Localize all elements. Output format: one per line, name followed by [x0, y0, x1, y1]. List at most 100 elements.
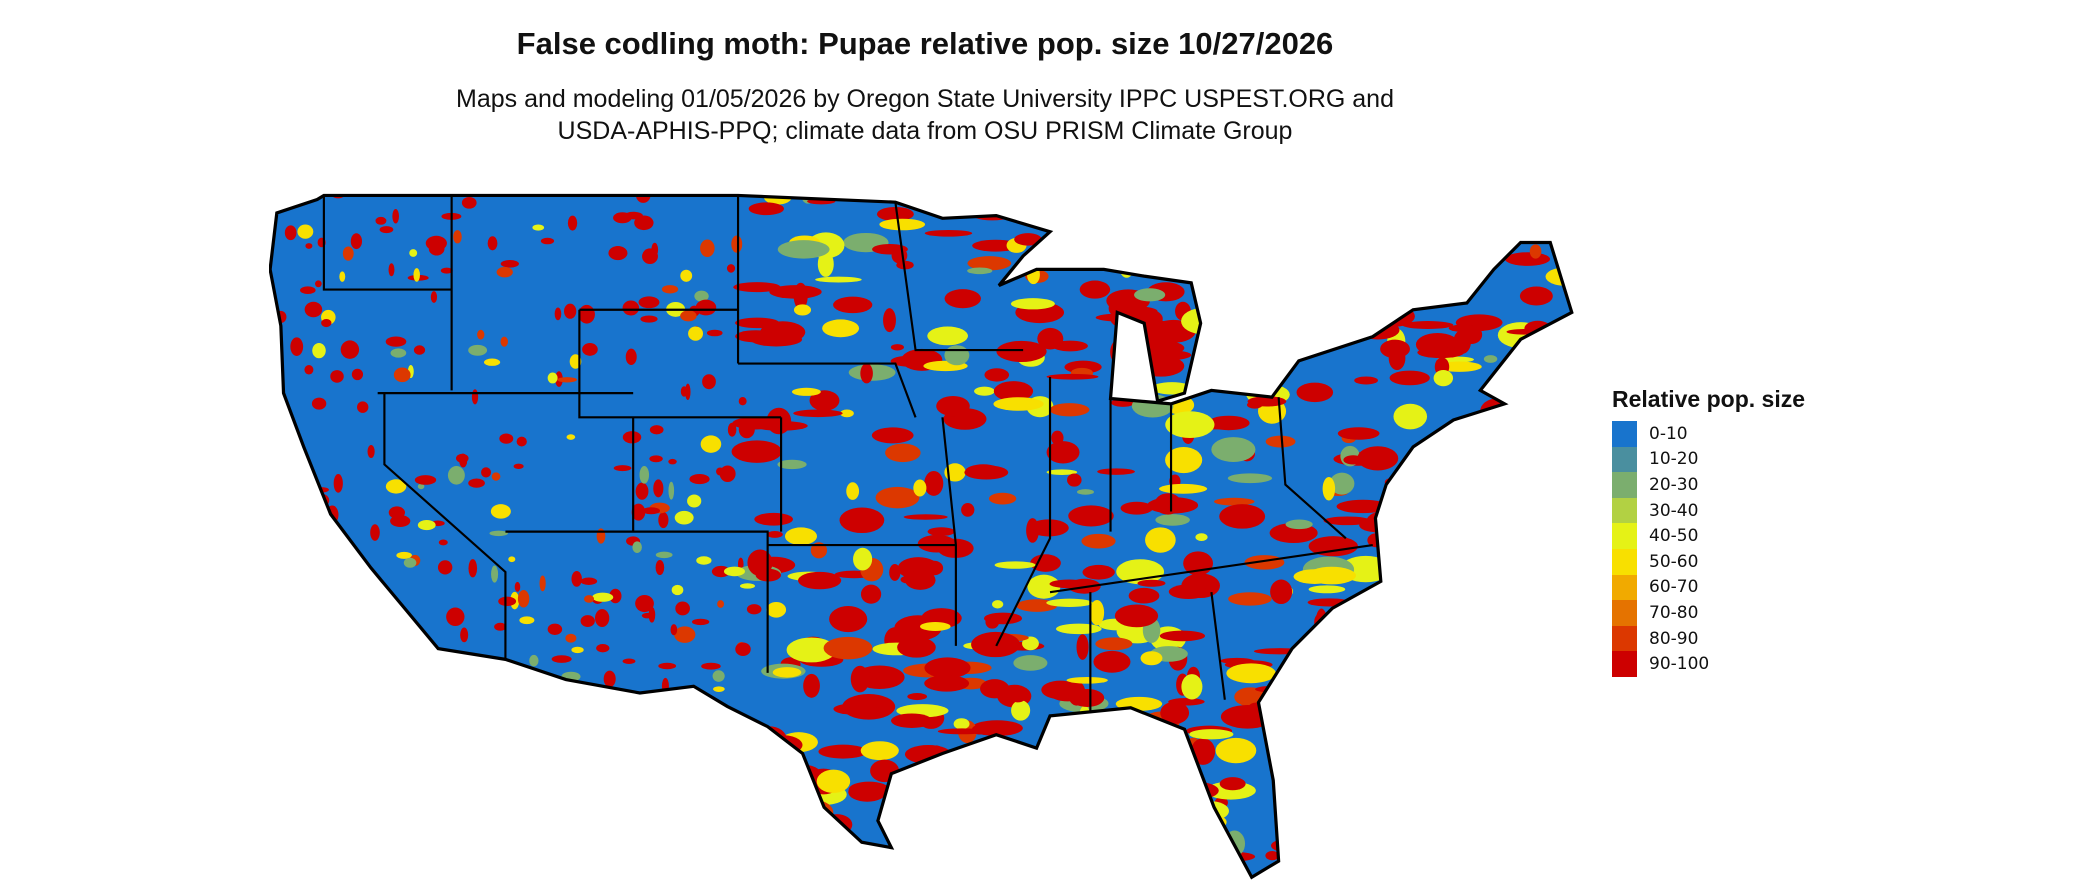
raster-patch [911, 187, 953, 193]
raster-patch [631, 503, 646, 521]
raster-patch [746, 604, 762, 615]
raster-patch [1013, 655, 1048, 671]
raster-patch [1127, 758, 1174, 765]
raster-patch [1233, 219, 1246, 232]
raster-patch [344, 820, 363, 839]
raster-patch [438, 848, 448, 866]
raster-patch [636, 871, 646, 878]
raster-patch [810, 542, 828, 559]
raster-patch [595, 609, 610, 628]
raster-patch [1333, 641, 1354, 651]
raster-patch [984, 368, 1010, 382]
raster-patch [1304, 689, 1324, 716]
raster-patch [1168, 584, 1208, 600]
raster-patch [759, 757, 800, 771]
raster-patch [983, 612, 1023, 625]
raster-patch [491, 565, 499, 583]
raster-patch [432, 790, 451, 807]
raster-patch [1537, 832, 1572, 848]
raster-patch [592, 592, 614, 602]
raster-patch [754, 512, 793, 526]
raster-patch [950, 862, 1000, 878]
raster-patch [1128, 587, 1160, 604]
raster-patch [890, 344, 904, 351]
raster-patch [685, 383, 691, 401]
raster-patch [1041, 680, 1080, 700]
raster-patch [1114, 604, 1159, 628]
raster-patch [927, 527, 955, 537]
raster-patch [1088, 749, 1104, 774]
state-boundary [1277, 397, 1347, 540]
raster-patch [1160, 701, 1190, 725]
raster-patch [505, 765, 516, 784]
raster-patch [646, 881, 652, 888]
raster-patch [292, 875, 314, 878]
raster-patch [649, 425, 664, 435]
legend-swatch [1612, 574, 1637, 601]
raster-patch [270, 603, 279, 622]
raster-patch [711, 565, 731, 578]
raster-patch [1526, 676, 1567, 686]
raster-patch [993, 381, 1034, 402]
raster-patch [1297, 867, 1313, 878]
raster-patch [1407, 531, 1454, 543]
legend-swatch [1612, 421, 1637, 447]
raster-patch [823, 636, 873, 660]
raster-patch [571, 571, 582, 587]
raster-patch [1253, 648, 1306, 655]
raster-patch [608, 246, 628, 261]
raster-patch [1306, 791, 1359, 809]
legend-label: 20-30 [1649, 474, 1699, 495]
state-boundary [505, 530, 769, 673]
raster-patch [596, 644, 610, 653]
raster-patch [1430, 771, 1456, 781]
raster-patch [383, 626, 396, 638]
raster-patch [1357, 446, 1399, 471]
raster-patch [1398, 229, 1448, 248]
raster-patch [1389, 748, 1409, 767]
state-boundary [995, 376, 1052, 647]
raster-patch [497, 755, 511, 764]
raster-patch [988, 492, 1017, 505]
raster-patch [900, 575, 914, 584]
raster-patch [1404, 768, 1432, 783]
raster-patch [580, 577, 598, 585]
raster-patch [1528, 500, 1552, 524]
raster-patch [1011, 700, 1031, 721]
legend-item: 50-60 [1612, 548, 1805, 575]
raster-patch [508, 556, 516, 563]
raster-patch [1384, 744, 1437, 754]
raster-patch [1026, 785, 1079, 795]
raster-patch [270, 856, 287, 872]
raster-patch [270, 402, 280, 411]
raster-patch [791, 849, 838, 876]
raster-patch [889, 563, 901, 581]
legend-swatch [1612, 472, 1637, 498]
raster-patch [1376, 749, 1401, 766]
raster-patch [1366, 807, 1381, 821]
raster-patch [967, 267, 993, 275]
raster-patch [622, 431, 642, 444]
raster-patch [1084, 737, 1129, 749]
raster-patch [585, 821, 592, 830]
raster-patch [1278, 198, 1291, 215]
raster-patch [270, 566, 281, 574]
raster-patch [588, 867, 606, 877]
raster-patch [974, 386, 995, 396]
raster-patch [390, 348, 407, 358]
raster-patch [1079, 705, 1091, 729]
raster-patch [428, 241, 445, 256]
legend-swatch [1612, 625, 1637, 652]
raster-patch [963, 803, 980, 815]
raster-patch [917, 534, 957, 553]
raster-patch [1452, 814, 1506, 823]
raster-patch [547, 623, 563, 635]
raster-patch [1441, 195, 1492, 199]
raster-patch [1076, 634, 1089, 660]
state-boundaries [322, 195, 1373, 714]
raster-patch [642, 507, 661, 515]
raster-patch [628, 863, 635, 878]
legend-label: 80-90 [1649, 628, 1699, 649]
raster-patch [1517, 414, 1548, 428]
raster-patch [392, 209, 400, 224]
